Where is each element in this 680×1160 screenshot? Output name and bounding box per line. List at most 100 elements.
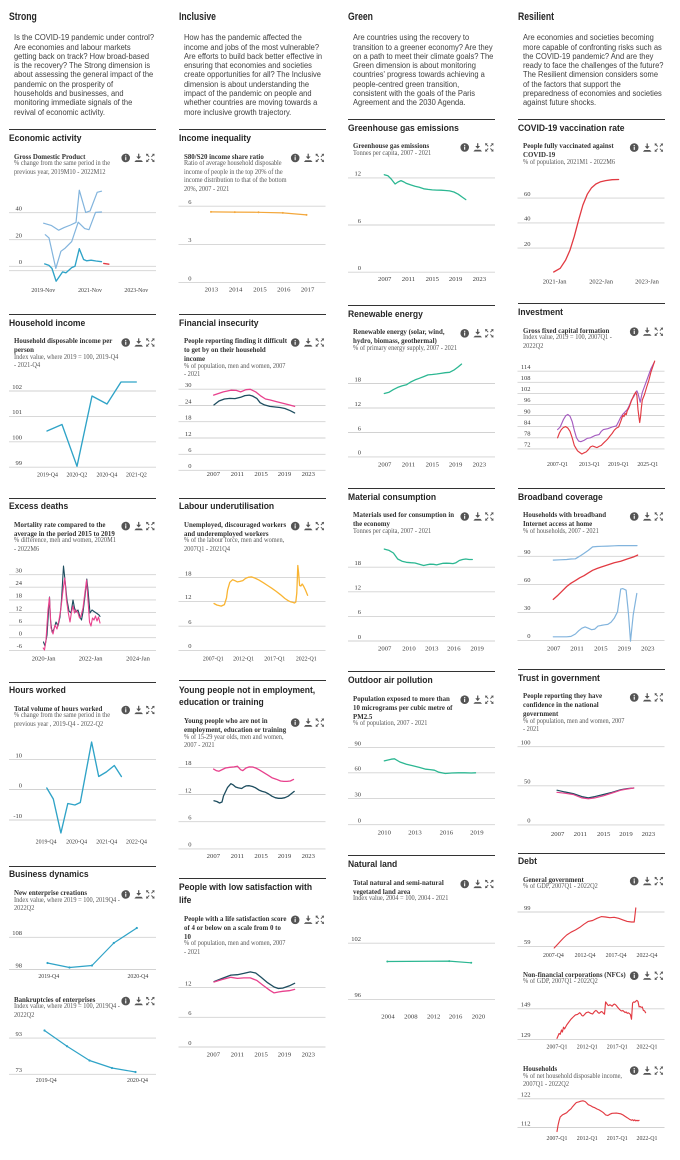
svg-text:2022-Q1: 2022-Q1	[296, 655, 317, 662]
svg-text:2007: 2007	[378, 645, 392, 652]
svg-text:2011: 2011	[231, 471, 244, 478]
svg-text:24: 24	[16, 580, 23, 587]
svg-text:2019-Q4: 2019-Q4	[37, 471, 59, 478]
svg-text:96: 96	[524, 397, 531, 404]
svg-text:90: 90	[524, 549, 531, 556]
svg-text:2011: 2011	[570, 646, 583, 653]
svg-text:114: 114	[521, 364, 531, 371]
svg-text:2019: 2019	[619, 831, 632, 838]
svg-text:12: 12	[16, 605, 23, 612]
svg-text:2022-Jan: 2022-Jan	[589, 279, 614, 286]
svg-text:2008: 2008	[404, 1014, 417, 1021]
svg-text:10: 10	[16, 752, 23, 759]
svg-text:2017-Q4: 2017-Q4	[606, 952, 628, 959]
svg-text:60: 60	[524, 577, 531, 584]
svg-text:2015: 2015	[254, 471, 267, 478]
svg-text:2019-Q4: 2019-Q4	[36, 1077, 58, 1084]
svg-text:2007: 2007	[378, 461, 392, 468]
svg-text:2012-Q1: 2012-Q1	[577, 1044, 598, 1051]
svg-text:12: 12	[185, 980, 192, 987]
svg-text:93: 93	[16, 1031, 23, 1038]
svg-text:2015: 2015	[254, 853, 267, 860]
svg-text:0: 0	[358, 450, 361, 457]
svg-text:2013: 2013	[408, 830, 421, 837]
svg-text:2016: 2016	[447, 645, 461, 652]
svg-text:2007: 2007	[207, 853, 221, 860]
svg-text:2013: 2013	[205, 287, 218, 294]
svg-text:59: 59	[524, 939, 531, 946]
svg-text:0: 0	[19, 631, 22, 638]
svg-text:2025-Q1: 2025-Q1	[637, 461, 658, 468]
svg-text:2020: 2020	[472, 1014, 485, 1021]
svg-text:2007: 2007	[547, 646, 561, 653]
svg-text:6: 6	[358, 218, 362, 225]
svg-text:2007-Q1: 2007-Q1	[547, 1135, 568, 1142]
svg-text:0: 0	[19, 259, 22, 266]
svg-text:0: 0	[527, 633, 530, 640]
svg-text:2017: 2017	[301, 287, 315, 294]
svg-text:0: 0	[358, 265, 361, 272]
svg-text:2019: 2019	[449, 276, 462, 283]
svg-text:6: 6	[188, 447, 192, 454]
svg-text:2010: 2010	[378, 830, 391, 837]
svg-text:24: 24	[185, 398, 192, 405]
svg-text:2015: 2015	[594, 646, 607, 653]
svg-text:18: 18	[185, 760, 192, 767]
svg-text:6: 6	[188, 619, 192, 626]
svg-text:6: 6	[188, 815, 192, 822]
svg-text:2020-Q4: 2020-Q4	[127, 1077, 149, 1084]
svg-text:2023: 2023	[302, 1051, 315, 1058]
svg-text:102: 102	[521, 386, 531, 393]
svg-text:0: 0	[527, 818, 530, 825]
svg-text:-10: -10	[13, 813, 22, 820]
svg-text:2011: 2011	[574, 831, 587, 838]
svg-text:2019-Q4: 2019-Q4	[36, 839, 58, 846]
svg-text:2016: 2016	[277, 287, 291, 294]
svg-text:18: 18	[16, 593, 23, 600]
svg-text:6: 6	[188, 1010, 192, 1017]
svg-text:2019: 2019	[470, 830, 483, 837]
svg-text:18: 18	[355, 376, 362, 383]
svg-text:2007-Q1: 2007-Q1	[547, 461, 568, 468]
svg-text:2016: 2016	[440, 830, 454, 837]
svg-text:2021-Q2: 2021-Q2	[126, 471, 147, 478]
svg-text:2015: 2015	[426, 461, 439, 468]
svg-text:2007: 2007	[207, 471, 221, 478]
svg-text:12: 12	[185, 594, 192, 601]
svg-text:0: 0	[188, 643, 191, 650]
svg-text:2023: 2023	[473, 461, 486, 468]
svg-text:90: 90	[355, 740, 362, 747]
svg-text:0: 0	[19, 782, 22, 789]
svg-text:2019-Q4: 2019-Q4	[38, 973, 60, 980]
svg-text:20: 20	[16, 233, 23, 240]
svg-text:2021-Jan: 2021-Jan	[543, 279, 568, 286]
svg-text:2019-Nov: 2019-Nov	[31, 287, 55, 294]
svg-text:2023-Nov: 2023-Nov	[124, 287, 148, 294]
svg-text:2004: 2004	[381, 1014, 395, 1021]
svg-text:2024-Jan: 2024-Jan	[126, 655, 151, 662]
svg-text:2021-Nov: 2021-Nov	[78, 287, 102, 294]
svg-text:2007: 2007	[551, 831, 565, 838]
svg-text:2007-Q1: 2007-Q1	[547, 1044, 568, 1051]
svg-text:12: 12	[355, 401, 362, 408]
svg-text:12: 12	[185, 431, 192, 438]
svg-text:2023: 2023	[473, 276, 486, 283]
svg-text:2014: 2014	[229, 287, 243, 294]
svg-text:99: 99	[524, 905, 531, 912]
svg-text:101: 101	[12, 409, 22, 416]
svg-text:30: 30	[524, 605, 531, 612]
svg-text:2011: 2011	[231, 1051, 244, 1058]
svg-text:112: 112	[521, 1120, 531, 1127]
svg-text:99: 99	[16, 460, 23, 467]
svg-text:2015: 2015	[254, 1051, 267, 1058]
svg-text:2023: 2023	[302, 471, 315, 478]
svg-text:96: 96	[355, 992, 362, 999]
svg-text:12: 12	[185, 787, 192, 794]
svg-text:18: 18	[185, 415, 192, 422]
svg-text:2019: 2019	[278, 853, 291, 860]
svg-text:2020-Q4: 2020-Q4	[66, 839, 88, 846]
svg-text:2019: 2019	[471, 645, 484, 652]
svg-text:2022-Jan: 2022-Jan	[79, 655, 104, 662]
svg-text:2019: 2019	[618, 646, 631, 653]
svg-text:2023: 2023	[642, 831, 655, 838]
